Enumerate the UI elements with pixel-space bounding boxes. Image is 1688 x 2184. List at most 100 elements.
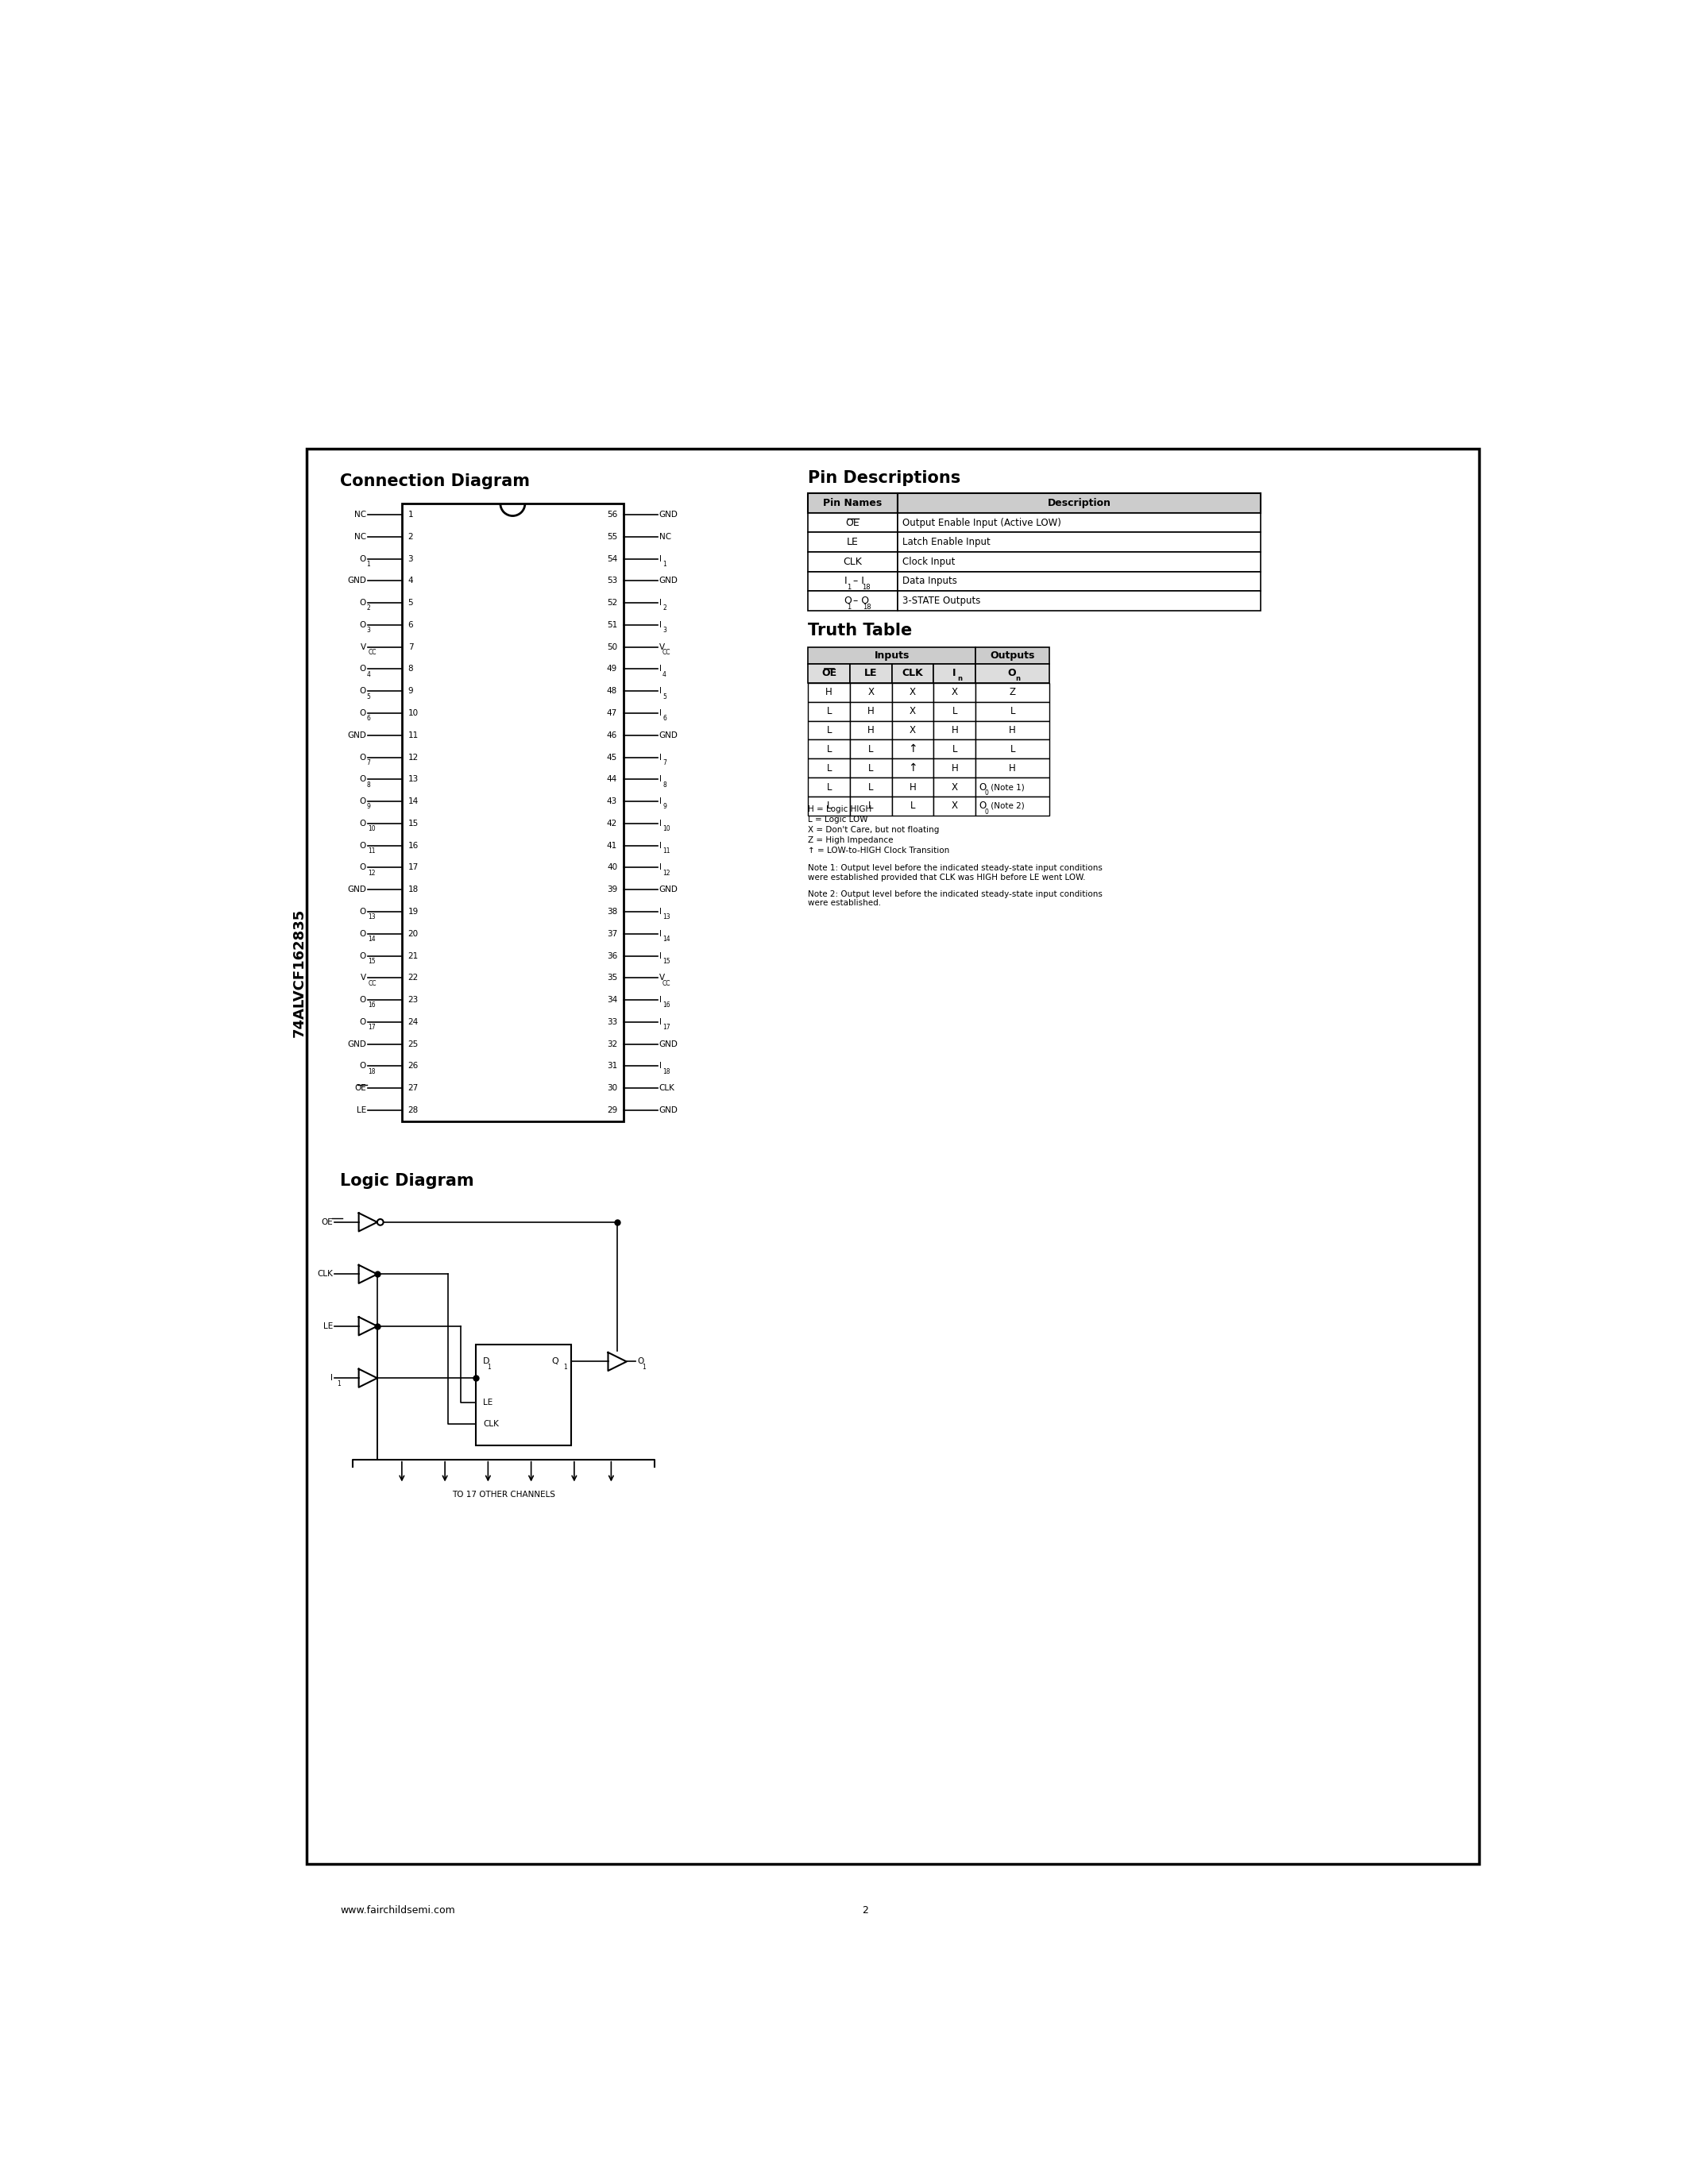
Text: 21: 21: [408, 952, 419, 959]
Text: 39: 39: [606, 887, 618, 893]
Text: ↑: ↑: [908, 743, 918, 756]
Text: I: I: [660, 863, 662, 871]
Text: CLK: CLK: [317, 1271, 333, 1278]
Text: GND: GND: [660, 732, 679, 738]
Text: Inputs: Inputs: [874, 651, 910, 662]
Bar: [933, 721, 976, 740]
Bar: [898, 592, 1261, 612]
Text: X: X: [952, 802, 957, 810]
Text: I: I: [660, 688, 662, 695]
Text: NC: NC: [354, 533, 366, 542]
Text: Note 2: Output level before the indicated steady-state input conditions
were est: Note 2: Output level before the indicate…: [809, 891, 1102, 906]
Text: 7: 7: [366, 760, 371, 767]
Text: 51: 51: [606, 620, 618, 629]
Bar: [898, 494, 1261, 513]
Bar: [476, 1345, 571, 1446]
Text: 33: 33: [606, 1018, 618, 1026]
Text: O: O: [360, 775, 366, 784]
Text: O: O: [360, 863, 366, 871]
Text: CLK: CLK: [901, 668, 923, 679]
Text: L: L: [827, 762, 832, 773]
Text: 13: 13: [663, 913, 670, 922]
Text: 1: 1: [336, 1380, 341, 1387]
Text: 38: 38: [606, 909, 618, 915]
Text: 10: 10: [368, 826, 376, 832]
Text: L: L: [1009, 705, 1014, 716]
Text: X: X: [910, 688, 917, 697]
Text: LE: LE: [322, 1321, 333, 1330]
Text: I: I: [660, 841, 662, 850]
Bar: [976, 758, 1050, 778]
Text: 5: 5: [366, 692, 371, 701]
Text: O: O: [360, 930, 366, 937]
Text: n: n: [957, 675, 962, 681]
Text: O: O: [360, 819, 366, 828]
Bar: [891, 701, 933, 721]
Text: 6: 6: [408, 620, 414, 629]
Text: 12: 12: [663, 869, 670, 876]
Bar: [891, 740, 933, 758]
Text: Description: Description: [1047, 498, 1111, 509]
Text: 13: 13: [408, 775, 419, 784]
Text: 29: 29: [606, 1107, 618, 1114]
Text: CC: CC: [368, 981, 376, 987]
Text: 11: 11: [408, 732, 419, 738]
Text: L: L: [827, 802, 832, 810]
Text: L: L: [952, 705, 957, 716]
Text: 2: 2: [663, 605, 667, 612]
Text: 2: 2: [366, 605, 371, 612]
Text: I: I: [660, 930, 662, 937]
Text: 41: 41: [606, 841, 618, 850]
Text: I: I: [660, 620, 662, 629]
Text: Z: Z: [1009, 688, 1016, 697]
Text: 0: 0: [984, 791, 987, 797]
Text: 14: 14: [408, 797, 419, 806]
Text: GND: GND: [348, 887, 366, 893]
Text: H: H: [868, 705, 874, 716]
Text: L: L: [827, 725, 832, 736]
Text: O: O: [360, 841, 366, 850]
Text: 42: 42: [606, 819, 618, 828]
Text: 74ALVCF162835: 74ALVCF162835: [292, 909, 306, 1037]
Bar: [809, 533, 898, 553]
Text: 18: 18: [368, 1068, 375, 1075]
Bar: [976, 740, 1050, 758]
Text: 53: 53: [606, 577, 618, 585]
Text: 3-STATE Outputs: 3-STATE Outputs: [903, 596, 981, 605]
Text: 8: 8: [408, 666, 414, 673]
Bar: [976, 646, 1050, 664]
Text: H = Logic HIGH: H = Logic HIGH: [809, 806, 873, 812]
Text: GND: GND: [660, 511, 679, 518]
Text: X: X: [868, 688, 874, 697]
Text: O: O: [844, 596, 852, 605]
Bar: [851, 664, 891, 684]
Text: 1: 1: [486, 1363, 491, 1372]
Text: 47: 47: [606, 710, 618, 716]
Text: 8: 8: [366, 782, 371, 788]
Text: CC: CC: [663, 649, 670, 655]
Text: 46: 46: [606, 732, 618, 738]
Text: TO 17 OTHER CHANNELS: TO 17 OTHER CHANNELS: [452, 1489, 555, 1498]
Text: 3: 3: [663, 627, 667, 633]
Text: Logic Diagram: Logic Diagram: [341, 1173, 474, 1188]
Text: V: V: [660, 974, 665, 983]
Text: 31: 31: [606, 1061, 618, 1070]
Text: Output Enable Input (Active LOW): Output Enable Input (Active LOW): [903, 518, 1062, 529]
Bar: [809, 721, 851, 740]
Text: 12: 12: [408, 753, 419, 762]
Text: 6: 6: [663, 714, 667, 723]
Bar: [976, 664, 1050, 684]
Text: OE: OE: [846, 518, 859, 529]
Text: Truth Table: Truth Table: [809, 622, 913, 638]
Text: www.fairchildsemi.com: www.fairchildsemi.com: [341, 1904, 456, 1915]
Text: O: O: [979, 782, 986, 793]
Text: 12: 12: [368, 869, 375, 876]
Text: Clock Input: Clock Input: [903, 557, 955, 568]
Text: I: I: [660, 819, 662, 828]
Text: 50: 50: [608, 642, 618, 651]
Text: GND: GND: [348, 732, 366, 738]
Text: 32: 32: [606, 1040, 618, 1048]
Text: 17: 17: [368, 1024, 376, 1031]
Text: LE: LE: [356, 1107, 366, 1114]
Bar: [891, 664, 933, 684]
